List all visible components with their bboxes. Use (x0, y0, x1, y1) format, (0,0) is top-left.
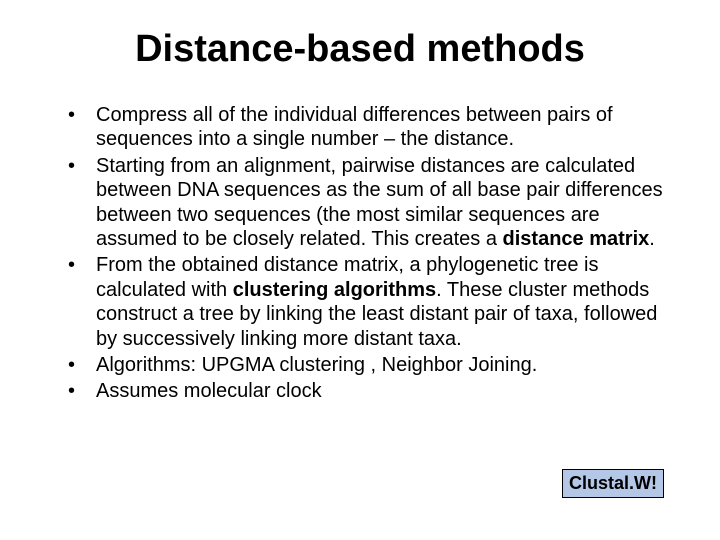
list-item: From the obtained distance matrix, a phy… (68, 253, 672, 351)
bullet-list: Compress all of the individual differenc… (48, 103, 672, 404)
bullet-text: Compress all of the individual differenc… (96, 104, 613, 150)
list-item: Starting from an alignment, pairwise dis… (68, 154, 672, 252)
bullet-text: Assumes molecular clock (96, 380, 322, 402)
list-item: Assumes molecular clock (68, 379, 672, 403)
title-rest: -based methods (294, 28, 585, 70)
bullet-bold: clustering algorithms (233, 279, 436, 301)
bullet-text: Algorithms: UPGMA clustering , Neighbor … (96, 354, 537, 376)
list-item: Compress all of the individual differenc… (68, 103, 672, 152)
bullet-bold: distance matrix (503, 228, 650, 250)
slide-title: Distance-based methods (48, 28, 672, 71)
bullet-post: . (649, 228, 655, 250)
title-bold: Distance (135, 28, 293, 70)
list-item: Algorithms: UPGMA clustering , Neighbor … (68, 353, 672, 377)
clustalw-badge: Clustal.W! (562, 469, 664, 498)
